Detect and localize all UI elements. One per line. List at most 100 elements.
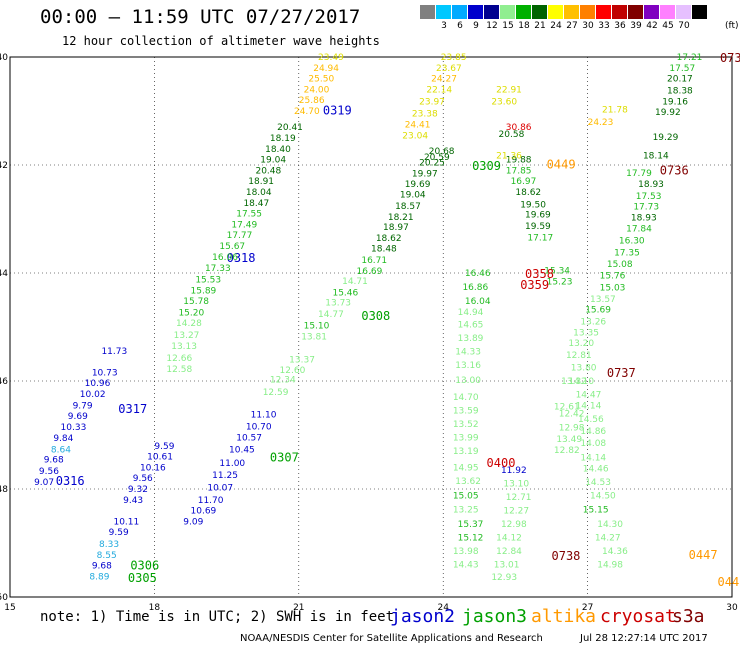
pass-time-label: 0305 — [128, 571, 157, 585]
wave-height-value: 12.98 — [501, 520, 527, 530]
wave-height-value: 13.10 — [503, 480, 529, 490]
wave-height-value: 20.68 — [429, 147, 455, 157]
wave-height-value: 13.57 — [590, 295, 616, 305]
wave-height-value: 14.33 — [455, 347, 481, 357]
pass-time-label: 0317 — [118, 402, 147, 416]
pass-time-label: 0319 — [323, 103, 352, 117]
wave-height-value: 14.95 — [453, 463, 479, 473]
color-swatch — [580, 5, 596, 19]
wave-height-value: 23.97 — [419, 97, 445, 107]
wave-height-value: 20.48 — [255, 166, 281, 176]
wave-height-value: 19.50 — [520, 200, 546, 210]
wave-height-value: 13.32 — [561, 377, 587, 387]
wave-height-value: 12.58 — [166, 365, 192, 375]
pass-time-label: 0307 — [270, 451, 299, 465]
wave-height-value: 17.77 — [227, 231, 253, 241]
color-swatch — [660, 5, 676, 19]
wave-height-value: 17.17 — [527, 233, 553, 243]
wave-height-value: 23.49 — [318, 53, 344, 63]
wave-height-value: 12.66 — [166, 354, 192, 364]
wave-height-value: 15.15 — [583, 506, 609, 516]
wave-height-value: 14.94 — [458, 308, 484, 318]
wave-height-value: 18.48 — [371, 245, 397, 255]
wave-height-value: 12.61 — [554, 402, 580, 412]
color-swatch — [676, 5, 692, 19]
wave-height-value: 13.81 — [301, 333, 327, 343]
legend-jason3: jason3 — [462, 606, 528, 627]
color-swatch — [612, 5, 628, 19]
wave-height-value: 10.07 — [207, 483, 233, 493]
wave-height-value: 18.47 — [243, 199, 269, 209]
wave-height-value: 17.85 — [506, 166, 532, 176]
wave-height-value: 14.28 — [176, 319, 202, 329]
wave-height-value: 24.41 — [405, 121, 431, 131]
wave-height-value: 10.45 — [229, 446, 255, 456]
wave-height-value: 19.69 — [405, 180, 431, 190]
wave-height-value: 14.47 — [576, 391, 602, 401]
wave-height-value: 15.76 — [600, 272, 626, 282]
wave-height-value: 15.37 — [458, 520, 484, 530]
wave-height-value: 18.38 — [667, 86, 693, 96]
wave-height-value: 12.82 — [554, 446, 580, 456]
wave-height-value: 25.86 — [299, 96, 325, 106]
wave-height-value: 10.57 — [236, 434, 262, 444]
color-scale-label: 18 — [518, 21, 530, 31]
wave-height-value: 14.65 — [458, 320, 484, 330]
wave-height-value: 13.98 — [453, 547, 479, 557]
wave-height-value: 19.88 — [506, 156, 532, 166]
wave-height-value: 10.16 — [140, 463, 166, 473]
color-swatch — [628, 5, 644, 19]
wave-height-value: 15.67 — [219, 242, 245, 252]
wave-height-value: 23.60 — [491, 97, 517, 107]
wave-height-value: 24.23 — [588, 118, 614, 128]
pass-time-label: 0309 — [472, 159, 501, 173]
y-tick-label: -44 — [0, 269, 8, 279]
wave-height-value: 19.16 — [662, 97, 688, 107]
wave-height-value: 12.98 — [559, 423, 585, 433]
pass-time-label: 0447 — [689, 548, 718, 562]
wave-height-value: 15.78 — [183, 297, 209, 307]
wave-height-value: 24.00 — [304, 85, 330, 95]
pass-time-label: 0358 — [525, 267, 554, 281]
wave-height-value: 17.55 — [236, 210, 262, 220]
color-swatch — [452, 5, 468, 19]
wave-height-value: 21.36 — [496, 151, 522, 161]
pass-time-label: 0316 — [56, 474, 85, 488]
legend-s3a: s3a — [672, 606, 705, 627]
wave-height-value: 12.84 — [496, 547, 522, 557]
x-tick-label: 21 — [293, 603, 304, 613]
wave-height-value: 15.89 — [191, 286, 217, 296]
wave-height-value: 17.33 — [205, 264, 231, 274]
wave-height-value: 18.57 — [395, 202, 421, 212]
color-swatch — [468, 5, 484, 19]
color-scale-label: 12 — [486, 21, 498, 31]
wave-height-value: 14.08 — [580, 439, 606, 449]
wave-height-value: 14.14 — [576, 401, 602, 411]
wave-height-value: 8.33 — [99, 540, 119, 550]
pass-time-label: 0308 — [361, 309, 390, 323]
color-scale-label: 45 — [662, 21, 674, 31]
wave-height-value: 13.89 — [458, 334, 484, 344]
wave-height-value: 12.27 — [503, 507, 529, 517]
wave-height-value: 13.26 — [580, 318, 606, 328]
color-scale-label: 21 — [534, 21, 546, 31]
color-swatch — [420, 5, 436, 19]
wave-height-value: 9.07 — [34, 478, 54, 488]
color-swatch — [436, 5, 452, 19]
wave-height-value: 19.04 — [260, 156, 286, 166]
wave-height-value: 16.97 — [511, 177, 537, 187]
wave-height-value: 13.25 — [453, 506, 479, 516]
wave-height-value: 13.52 — [453, 420, 479, 430]
wave-height-value: 9.84 — [53, 434, 73, 444]
wave-height-value: 13.35 — [573, 328, 599, 338]
wave-height-value: 9.69 — [68, 412, 88, 422]
wave-height-value: 16.69 — [357, 267, 383, 277]
color-swatch — [548, 5, 564, 19]
wave-height-value: 14.53 — [585, 478, 611, 488]
wave-height-value: 21.78 — [602, 105, 628, 115]
wave-height-value: 14.70 — [453, 393, 479, 403]
wave-height-value: 15.10 — [304, 321, 330, 331]
y-tick-label: -48 — [0, 485, 8, 495]
wave-height-value: 18.04 — [246, 188, 272, 198]
